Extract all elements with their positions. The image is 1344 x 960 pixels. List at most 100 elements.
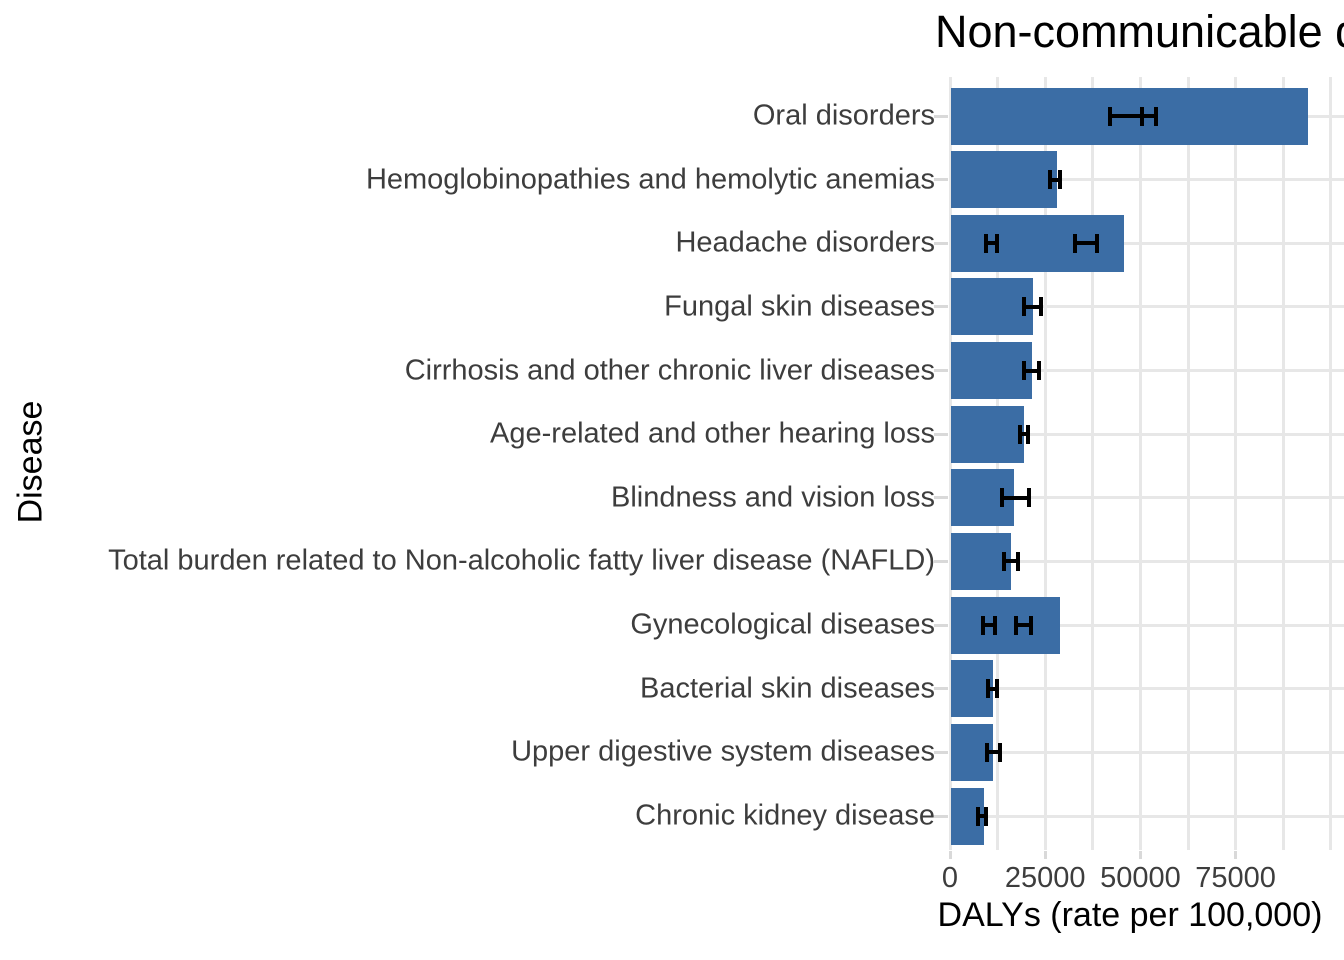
x-axis-tick-label: 50000	[1100, 862, 1181, 894]
error-bar-line	[1024, 304, 1041, 309]
error-bar-cap	[1026, 488, 1031, 508]
gridline-vertical	[1234, 77, 1238, 850]
gridline-vertical	[1329, 77, 1333, 850]
error-bar-cap	[984, 806, 989, 826]
bar	[951, 151, 1057, 209]
y-axis-tick-label: Hemoglobinopathies and hemolytic anemias	[365, 163, 935, 196]
y-axis-tick-label: Chronic kidney disease	[635, 799, 935, 832]
bar	[951, 342, 1032, 400]
error-bar-cap	[1018, 424, 1023, 444]
plot-panel	[948, 77, 1344, 850]
error-bar-line	[977, 814, 987, 819]
error-bar-cap	[997, 742, 1002, 762]
error-bar-cap	[1022, 361, 1027, 381]
error-bar-cap	[1107, 106, 1112, 126]
y-axis-title: Disease	[11, 400, 50, 524]
error-bar-cap	[1037, 361, 1042, 381]
error-bar-line	[1074, 241, 1097, 246]
gridline-vertical	[948, 77, 952, 850]
error-bar-cap	[1002, 551, 1007, 571]
gridline-vertical	[1138, 77, 1142, 850]
y-axis-tick-mark	[934, 178, 948, 182]
error-bar-cap	[980, 615, 985, 635]
gridline-horizontal	[950, 814, 1344, 818]
error-bar-cap	[975, 806, 980, 826]
error-bar-cap	[999, 488, 1004, 508]
gridline-horizontal	[950, 369, 1344, 373]
gridline-horizontal	[950, 432, 1344, 436]
bar	[951, 532, 1011, 590]
error-bar-cap	[1025, 424, 1030, 444]
y-axis-tick-label: Upper digestive system diseases	[511, 735, 935, 768]
x-axis-tick-mark	[1234, 851, 1238, 859]
x-axis-tick-label: 0	[941, 862, 959, 894]
error-bar-line	[1001, 495, 1029, 500]
y-axis-tick-label: Blindness and vision loss	[610, 481, 935, 514]
error-bar-cap	[994, 679, 999, 699]
y-axis-tick-mark	[934, 305, 948, 309]
error-bar-cap	[983, 233, 988, 253]
y-axis-tick-label: Oral disorders	[752, 99, 935, 132]
gridline-horizontal	[950, 178, 1344, 182]
y-axis-tick-label: Cirrhosis and other chronic liver diseas…	[404, 354, 935, 387]
error-bar-line	[985, 241, 998, 246]
y-axis-tick-mark	[934, 241, 948, 245]
y-axis-tick-label: Total burden related to Non-alcoholic fa…	[108, 544, 935, 577]
error-bar-line	[986, 750, 1000, 755]
y-axis-tick-label: Bacterial skin diseases	[640, 672, 935, 705]
error-bar-line	[1020, 432, 1028, 437]
y-axis-tick-label: Headache disorders	[675, 226, 935, 259]
y-axis-tick-mark	[934, 559, 948, 563]
x-axis-tick-mark	[948, 851, 952, 859]
bar	[951, 405, 1024, 463]
y-axis-tick-mark	[934, 687, 948, 691]
gridline-horizontal	[950, 750, 1344, 754]
error-bar-cap	[986, 679, 991, 699]
error-bar-line	[988, 686, 997, 691]
error-bar-cap	[1094, 233, 1099, 253]
error-bar-cap	[1047, 170, 1052, 190]
error-bar-cap	[1154, 106, 1159, 126]
error-bar-cap	[1022, 297, 1027, 317]
error-bar-cap	[995, 233, 1000, 253]
error-bar-cap	[1039, 297, 1043, 317]
gridline-vertical	[996, 77, 1000, 850]
plot-title: Non-communicable diseases	[935, 6, 1344, 57]
error-bar-cap	[1029, 615, 1034, 635]
gridline-vertical	[1281, 77, 1285, 850]
y-axis-tick-mark	[934, 750, 948, 754]
error-bar-cap	[1015, 551, 1020, 571]
x-axis-tick-mark	[1043, 851, 1047, 859]
x-axis-tick-mark	[1138, 851, 1142, 859]
error-bar-cap	[1058, 170, 1063, 190]
x-axis-title: DALYs (rate per 100,000)	[937, 896, 1323, 934]
bar	[951, 278, 1033, 336]
gridline-vertical	[1091, 77, 1095, 850]
gridline-horizontal	[950, 623, 1344, 627]
gridline-horizontal	[950, 687, 1344, 691]
gridline-horizontal	[950, 496, 1344, 500]
error-bar-cap	[984, 742, 989, 762]
y-axis-tick-mark	[934, 369, 948, 373]
error-bar-line	[1049, 177, 1061, 182]
error-bar-cap	[1013, 615, 1018, 635]
error-bar-line	[1015, 623, 1032, 628]
y-axis-tick-mark	[934, 814, 948, 818]
error-bar-line	[1024, 368, 1040, 373]
gridline-vertical	[1043, 77, 1047, 850]
gridline-vertical	[1186, 77, 1190, 850]
y-axis-tick-label: Gynecological diseases	[630, 608, 935, 641]
error-bar-line	[1004, 559, 1018, 564]
y-axis-tick-mark	[934, 114, 948, 118]
error-bar-cap	[1139, 106, 1144, 126]
x-axis-tick-label: 25000	[1004, 862, 1086, 894]
error-bar-cap	[1072, 233, 1077, 253]
y-axis-tick-mark	[934, 496, 948, 500]
gridline-horizontal	[950, 559, 1344, 563]
error-bar-line	[1109, 114, 1142, 118]
gridline-horizontal	[950, 305, 1344, 309]
y-axis-tick-label: Fungal skin diseases	[664, 290, 935, 323]
gridline-horizontal	[950, 241, 1344, 245]
error-bar-line	[982, 623, 995, 628]
